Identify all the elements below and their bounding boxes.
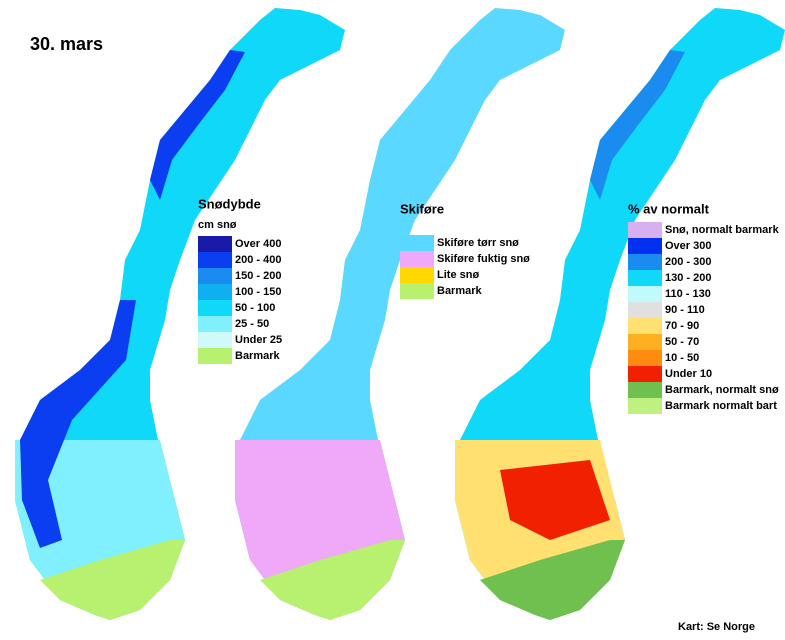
legend-label: 50 - 100 — [235, 302, 275, 314]
legend-label: 10 - 50 — [665, 352, 699, 364]
legend-swatch — [400, 283, 434, 299]
legend-label: 100 - 150 — [235, 286, 281, 298]
legend-label: Skiføre fuktig snø — [437, 253, 530, 265]
credit: Kart: Se Norge — [678, 621, 755, 633]
legend-label: Over 400 — [235, 238, 281, 250]
legend-swatch — [198, 316, 232, 332]
legend-swatch — [198, 252, 232, 268]
legend-swatch — [628, 366, 662, 382]
map-region — [20, 300, 136, 548]
legend-swatch — [198, 332, 232, 348]
legend-swatch — [628, 286, 662, 302]
legend-swatch — [400, 267, 434, 283]
legend-label: Over 300 — [665, 240, 711, 252]
legend-swatch — [628, 254, 662, 270]
map-region — [500, 460, 610, 540]
legend-label: 25 - 50 — [235, 318, 269, 330]
legend-label: 150 - 200 — [235, 270, 281, 282]
legend-swatch — [400, 235, 434, 251]
legend-swatch — [198, 300, 232, 316]
legend: Snødybde cm snø Over 400 200 - 400 150 - 200… — [198, 196, 282, 364]
legends: Snødybde cm snø Over 400 200 - 400 150 - 200… — [198, 196, 780, 414]
legend-swatch — [628, 398, 662, 414]
legend-label: 110 - 130 — [665, 288, 711, 300]
legend-label: 70 - 90 — [665, 320, 699, 332]
map-region — [480, 540, 625, 620]
norway-map — [455, 8, 785, 620]
legend-label: 200 - 400 — [235, 254, 281, 266]
legend-label: 50 - 70 — [665, 336, 699, 348]
legend-title: Snødybde — [198, 196, 261, 211]
norway-map — [235, 8, 565, 620]
legend-label: Skiføre tørr snø — [437, 237, 519, 249]
maps — [15, 8, 785, 620]
legend-swatch — [628, 222, 662, 238]
legend-swatch — [198, 348, 232, 364]
legend-label: Barmark — [437, 285, 483, 297]
legend-subtitle: cm snø — [198, 219, 237, 231]
legend-label: 200 - 300 — [665, 256, 711, 268]
legend-label: Lite snø — [437, 269, 479, 281]
legend-swatch — [628, 334, 662, 350]
legend-swatch — [198, 268, 232, 284]
norway-map — [15, 8, 345, 620]
legend-label: Under 25 — [235, 334, 282, 346]
legend-label: Under 10 — [665, 368, 712, 380]
map-region — [40, 540, 185, 620]
legend-swatch — [628, 270, 662, 286]
legend-swatch — [628, 318, 662, 334]
legend-swatch — [198, 284, 232, 300]
legend-label: Barmark — [235, 350, 281, 362]
legend-swatch — [628, 350, 662, 366]
legend-swatch — [400, 251, 434, 267]
legend-swatch — [628, 382, 662, 398]
legend-swatch — [628, 302, 662, 318]
legend-title: Skiføre — [400, 201, 444, 216]
legend-swatch — [628, 238, 662, 254]
map-region — [590, 50, 685, 200]
legend-title: % av normalt — [628, 201, 710, 216]
map-region — [150, 50, 245, 200]
legend-label: Barmark normalt bart — [665, 400, 777, 412]
date-title: 30. mars — [30, 34, 103, 54]
legend-label: 130 - 200 — [665, 272, 711, 284]
legend: % av normalt Snø, normalt barmark Over 300… — [628, 201, 780, 414]
legend-swatch — [198, 236, 232, 252]
legend-label: 90 - 110 — [665, 304, 705, 316]
legend-label: Barmark, normalt snø — [665, 384, 779, 396]
map-region — [260, 540, 405, 620]
legend-label: Snø, normalt barmark — [665, 224, 780, 236]
legend: Skiføre Skiføre tørr snø Skiføre fuktig sn… — [400, 201, 530, 299]
